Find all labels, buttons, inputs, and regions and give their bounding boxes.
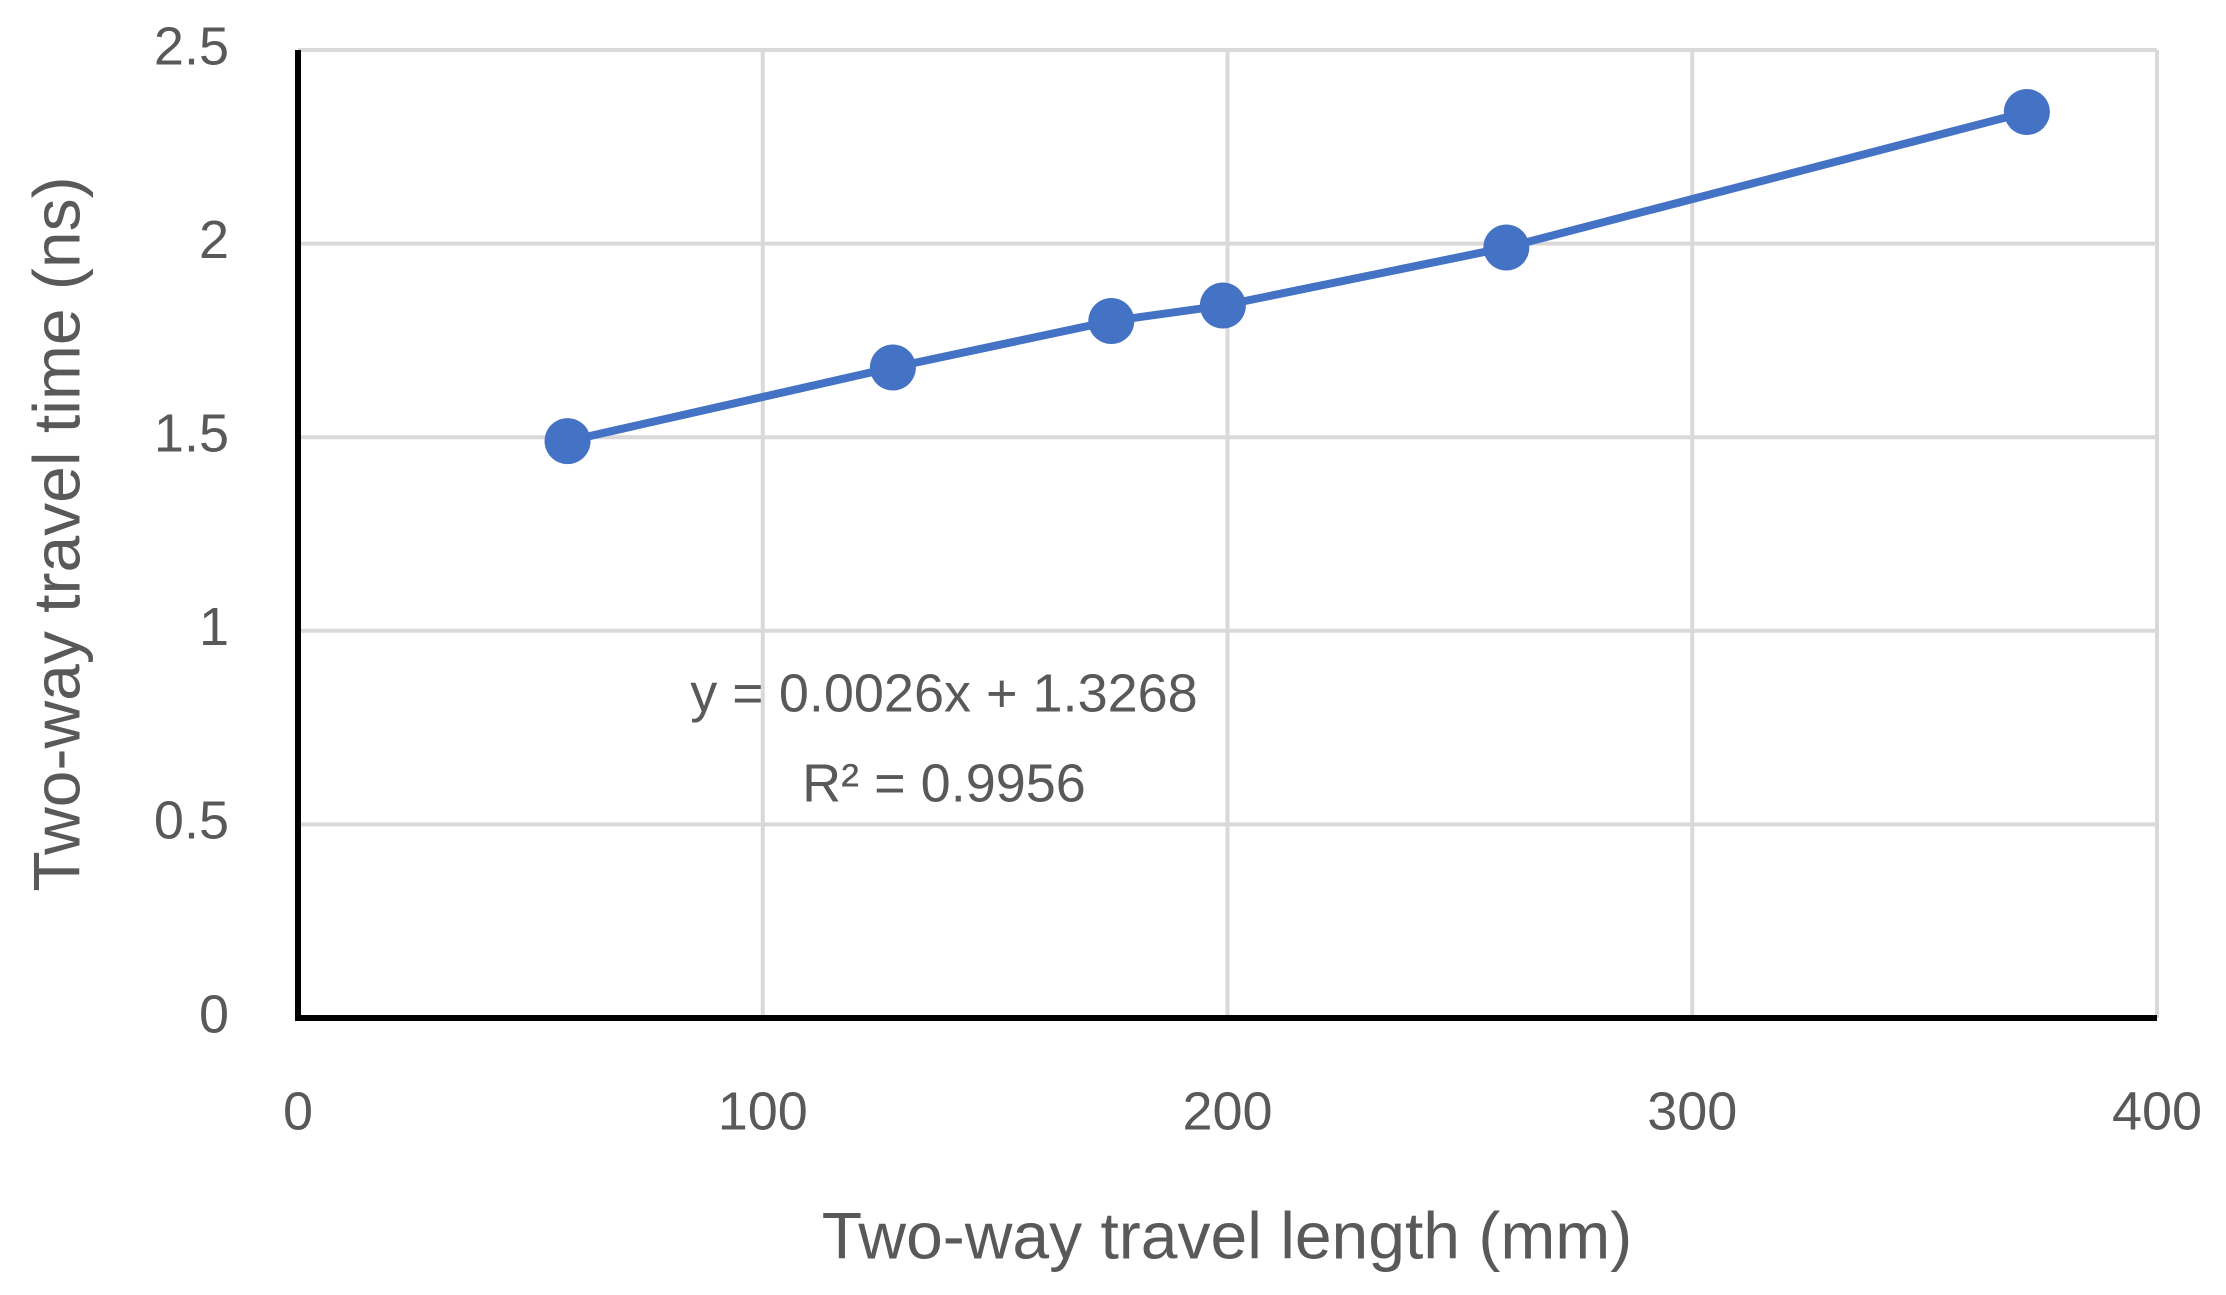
y-tick-label: 0.5 bbox=[154, 791, 229, 851]
y-tick-label: 2.5 bbox=[154, 16, 229, 76]
equation: y = 0.0026x + 1.3268 bbox=[690, 663, 1197, 723]
data-point bbox=[1483, 224, 1530, 271]
series-line bbox=[566, 108, 2028, 445]
r-squared: R² = 0.9956 bbox=[802, 753, 1086, 813]
x-tick-label: 400 bbox=[2112, 1081, 2202, 1141]
data-point bbox=[1199, 282, 1246, 329]
data-point bbox=[1088, 298, 1135, 345]
y-tick-label: 1 bbox=[199, 597, 229, 657]
data-point bbox=[869, 344, 916, 391]
y-tick-label: 2 bbox=[199, 210, 229, 270]
x-tick-label: 0 bbox=[283, 1081, 313, 1141]
x-tick-label: 300 bbox=[1647, 1081, 1737, 1141]
y-axis-title: Two-way travel time (ns) bbox=[19, 176, 93, 891]
data-point bbox=[544, 418, 591, 465]
x-tick-label: 100 bbox=[718, 1081, 808, 1141]
data-point bbox=[2003, 88, 2050, 135]
y-tick-label: 0 bbox=[199, 984, 229, 1044]
x-axis-title: Two-way travel length (mm) bbox=[822, 1198, 1633, 1272]
x-tick-label: 200 bbox=[1182, 1081, 1272, 1141]
y-tick-label: 1.5 bbox=[154, 403, 229, 463]
